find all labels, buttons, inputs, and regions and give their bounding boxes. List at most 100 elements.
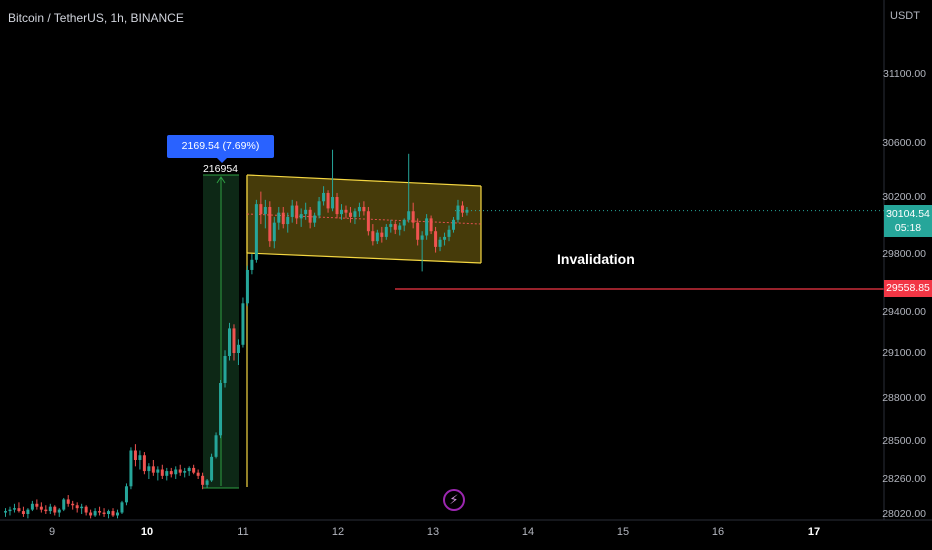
candle xyxy=(344,205,348,219)
price-tick-label: 29800.00 xyxy=(882,248,926,260)
price-tick-label: 31100.00 xyxy=(882,68,926,80)
candle xyxy=(8,506,12,516)
candle xyxy=(133,444,137,467)
candle xyxy=(124,483,128,506)
invalidation-price-badge: 29558.85 xyxy=(884,280,932,298)
candle xyxy=(331,149,335,212)
candle xyxy=(317,197,321,219)
candle xyxy=(44,505,48,514)
candle xyxy=(116,509,119,519)
candle xyxy=(353,208,357,225)
channel-lower-line xyxy=(246,252,482,264)
channel-upper-line xyxy=(246,174,482,187)
candle xyxy=(71,500,75,510)
candle xyxy=(201,472,205,490)
candle xyxy=(340,204,343,220)
candle xyxy=(322,186,326,206)
candle xyxy=(174,466,178,479)
candle xyxy=(259,191,263,225)
candle xyxy=(299,208,303,227)
candle xyxy=(17,502,21,513)
candle xyxy=(187,466,191,476)
candle xyxy=(147,463,151,479)
price-tick-label: 29400.00 xyxy=(882,306,926,318)
candle xyxy=(398,222,402,236)
candle xyxy=(245,265,249,307)
candle xyxy=(111,508,115,517)
candle xyxy=(304,202,308,220)
candle xyxy=(443,232,447,246)
candle xyxy=(21,506,25,517)
candle xyxy=(402,218,406,232)
candle xyxy=(460,201,464,217)
time-tick-label: 17 xyxy=(807,526,821,538)
price-tick-label: 29100.00 xyxy=(882,347,926,359)
candle xyxy=(366,206,370,236)
candle xyxy=(80,503,84,514)
candle xyxy=(456,199,460,223)
candle xyxy=(371,224,375,246)
candle xyxy=(48,503,52,514)
lightning-bolt-icon[interactable]: ⚡ xyxy=(443,489,465,511)
candle xyxy=(465,206,469,216)
candle xyxy=(75,502,79,513)
price-tick-label: 28020.00 xyxy=(882,508,926,520)
candle xyxy=(250,254,254,275)
candle xyxy=(93,508,97,517)
candle xyxy=(281,206,285,229)
candle xyxy=(165,467,169,481)
price-range-measure-label[interactable]: 2169.54 (7.69%) 216954 xyxy=(167,135,274,175)
price-axis-unit: USDT xyxy=(890,10,920,22)
candle xyxy=(348,206,352,223)
candle xyxy=(35,499,39,510)
candle xyxy=(263,199,267,229)
candle xyxy=(420,231,424,272)
current-price-badge: 30104.54 05:18 xyxy=(884,205,932,237)
time-tick-label: 13 xyxy=(426,526,440,538)
candle xyxy=(196,469,200,479)
candle xyxy=(210,453,214,482)
candle xyxy=(66,495,70,507)
time-tick-label: 16 xyxy=(711,526,725,538)
price-tick-label: 30200.00 xyxy=(882,191,926,203)
candle xyxy=(277,206,281,230)
candle xyxy=(120,500,124,514)
candle xyxy=(434,226,438,253)
invalidation-label: Invalidation xyxy=(557,251,635,267)
candle xyxy=(223,350,227,388)
candle xyxy=(362,201,366,216)
candle xyxy=(389,219,393,233)
candle xyxy=(156,466,160,481)
price-tick-label: 30600.00 xyxy=(882,137,926,149)
candle xyxy=(429,215,433,235)
candle xyxy=(12,503,16,513)
measure-range-box xyxy=(203,174,248,489)
candle xyxy=(142,452,146,475)
candle xyxy=(241,297,245,348)
chart-title: Bitcoin / TetherUS, 1h, BINANCE xyxy=(8,11,184,25)
candle xyxy=(447,225,451,242)
candle xyxy=(295,201,299,225)
candle xyxy=(169,467,173,478)
candle xyxy=(219,380,223,439)
candle xyxy=(84,505,88,516)
candle xyxy=(384,224,388,240)
candle xyxy=(62,497,66,512)
candle xyxy=(407,153,411,223)
candle xyxy=(107,509,111,519)
channel-midline xyxy=(246,213,482,225)
range-box-arrowhead xyxy=(216,176,226,184)
candle xyxy=(411,202,415,229)
candle xyxy=(205,479,209,488)
candle xyxy=(236,339,240,365)
time-tick-label: 12 xyxy=(331,526,345,538)
candle xyxy=(290,199,294,223)
current-price-value: 30104.54 xyxy=(886,208,930,220)
candle xyxy=(286,212,290,233)
candle xyxy=(228,322,231,361)
price-tick-label: 28800.00 xyxy=(882,392,926,404)
candle xyxy=(98,506,102,516)
time-tick-label: 9 xyxy=(48,526,56,538)
candlestick-series xyxy=(4,149,469,519)
